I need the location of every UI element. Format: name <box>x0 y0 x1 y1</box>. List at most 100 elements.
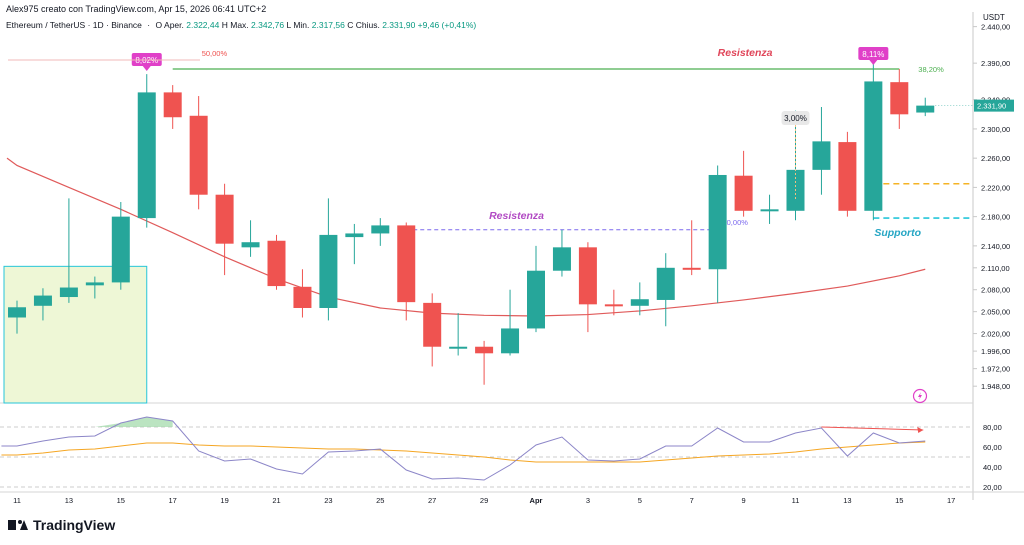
time-tick-label: 27 <box>428 496 436 505</box>
price-tick-label: 2.180,00 <box>981 213 1010 222</box>
percent-badge-april: 8,11% <box>862 50 884 59</box>
candle-body[interactable] <box>319 234 338 308</box>
percent-tag-bg <box>781 111 810 125</box>
low-label: L <box>286 20 291 30</box>
candle-body[interactable] <box>59 287 78 298</box>
candle-body[interactable] <box>475 346 494 354</box>
price-tick-label: 2.140,00 <box>981 242 1010 251</box>
percent-tag: 3,00% <box>784 114 807 123</box>
candle-body[interactable] <box>760 209 779 212</box>
candle-body[interactable] <box>890 82 909 115</box>
price-tick-label: 2.220,00 <box>981 183 1010 192</box>
price-tick-label: 2.390,00 <box>981 59 1010 68</box>
candle-body[interactable] <box>267 240 286 287</box>
currency-label: USDT <box>983 13 1005 22</box>
tradingview-logo[interactable]: TradingView <box>8 517 115 533</box>
candle-body[interactable] <box>838 142 857 211</box>
price-tick-label: 2.110,00 <box>981 264 1010 273</box>
time-tick-label: 9 <box>742 496 746 505</box>
percent-badge-april-pointer <box>869 60 878 65</box>
close-value: 2.331,90 <box>382 20 416 30</box>
lightning-icon-glyph <box>918 392 922 400</box>
rsi-line <box>1 416 926 481</box>
price-tick-label: 2.050,00 <box>981 308 1010 317</box>
candle-body[interactable] <box>293 286 312 308</box>
open-prefix: Aper. <box>164 20 184 30</box>
candle-body[interactable] <box>604 304 623 307</box>
candle-body[interactable] <box>111 216 130 283</box>
lightning-icon[interactable] <box>912 388 928 404</box>
price-tick-label: 2.260,00 <box>981 154 1010 163</box>
time-tick-label: 11 <box>792 496 800 505</box>
resistance-label-upper: Resistenza <box>718 47 773 59</box>
change-value: +9,46 (+0,41%) <box>417 20 477 30</box>
candle-body[interactable] <box>864 81 883 211</box>
rsi-tick-label: 80,00 <box>983 423 1002 432</box>
fib-label-0: 0,00% <box>727 218 749 227</box>
current-price-tag: 2.331,90 <box>977 102 1006 111</box>
rsi-ma-line <box>1 441 926 463</box>
high-prefix: Max. <box>230 20 249 30</box>
time-tick-label: Apr <box>530 496 543 505</box>
close-label: C <box>347 20 354 30</box>
candle-body[interactable] <box>734 175 753 211</box>
time-tick-label: 15 <box>895 496 903 505</box>
candle-body[interactable] <box>630 299 649 306</box>
time-tick-label: 11 <box>13 496 21 505</box>
candle-body[interactable] <box>371 225 390 234</box>
candle-body[interactable] <box>916 105 935 113</box>
candle-body[interactable] <box>501 328 520 354</box>
candle-body[interactable] <box>163 92 182 118</box>
current-price-tag-bg <box>974 99 1014 112</box>
price-tick-label: 2.020,00 <box>981 330 1010 339</box>
candle-body[interactable] <box>215 194 234 244</box>
symbol-label[interactable]: Ethereum / TetherUS · 1D · Binance <box>6 20 142 30</box>
time-tick-label: 25 <box>376 496 384 505</box>
rsi-tick-label: 20,00 <box>983 483 1002 492</box>
chart-header: Alex975 creato con TradingView.com, Apr … <box>6 4 267 14</box>
rsi-overbought-fill <box>94 417 173 427</box>
rsi-tick-label: 60,00 <box>983 443 1002 452</box>
candle-body[interactable] <box>85 282 104 286</box>
candle-body[interactable] <box>189 115 208 195</box>
candle-body[interactable] <box>682 267 701 270</box>
percent-badge-march-pointer <box>142 66 151 71</box>
dot-separator: · <box>147 20 151 30</box>
candle-body[interactable] <box>578 247 597 305</box>
time-tick-label: 23 <box>324 496 332 505</box>
candle-body[interactable] <box>656 267 675 300</box>
candle-body[interactable] <box>397 225 416 303</box>
candle-body[interactable] <box>449 346 468 349</box>
time-tick-label: 5 <box>638 496 642 505</box>
candle-body[interactable] <box>552 247 571 271</box>
time-tick-label: 13 <box>65 496 73 505</box>
open-value: 2.322,44 <box>186 20 220 30</box>
candle-body[interactable] <box>137 92 156 219</box>
candle-body[interactable] <box>708 174 727 270</box>
time-tick-label: 21 <box>272 496 280 505</box>
candle-body[interactable] <box>33 295 52 306</box>
open-label: O <box>155 20 163 30</box>
time-tick-label: 3 <box>586 496 590 505</box>
candle-body[interactable] <box>8 307 26 318</box>
price-tick-label: 1.996,00 <box>981 347 1010 356</box>
time-tick-label: 7 <box>690 496 694 505</box>
candle-body[interactable] <box>241 242 260 248</box>
price-tick-label: 1.972,00 <box>981 365 1010 374</box>
candle-body[interactable] <box>345 233 364 238</box>
price-tick-label: 2.300,00 <box>981 125 1010 134</box>
fib-label-38: 38,20% <box>918 65 944 74</box>
time-tick-label: 13 <box>843 496 851 505</box>
time-tick-label: 29 <box>480 496 488 505</box>
resistance-label-lower: Resistenza <box>489 210 544 222</box>
high-label: H <box>221 20 228 30</box>
candle-body[interactable] <box>812 141 831 170</box>
close-prefix: Chius. <box>355 20 380 30</box>
price-tick-label: 2.080,00 <box>981 286 1010 295</box>
candle-body[interactable] <box>527 270 545 329</box>
candle-body[interactable] <box>423 302 442 347</box>
tradingview-icon <box>8 518 28 532</box>
fib-label-50: 50,00% <box>202 49 228 58</box>
time-tick-label: 17 <box>169 496 177 505</box>
